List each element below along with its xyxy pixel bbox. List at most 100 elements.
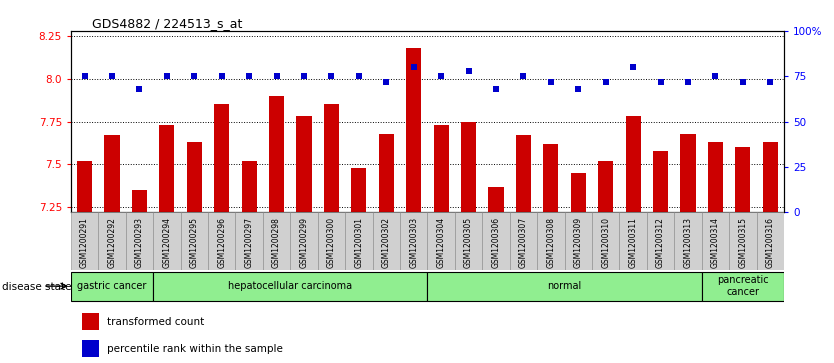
Bar	[126, 212, 153, 270]
Bar	[400, 212, 427, 270]
Point	[599, 79, 612, 85]
Bar	[674, 212, 701, 270]
Bar	[324, 105, 339, 212]
Point	[681, 79, 695, 85]
Text: GSM1200311: GSM1200311	[629, 217, 638, 268]
Text: GSM1200293: GSM1200293	[135, 217, 144, 268]
Text: GSM1200310: GSM1200310	[601, 217, 610, 268]
Bar	[570, 173, 585, 212]
Bar	[653, 151, 668, 212]
Text: GSM1200298: GSM1200298	[272, 217, 281, 268]
Text: GSM1200292: GSM1200292	[108, 217, 117, 268]
Point	[654, 79, 667, 85]
Bar	[565, 212, 592, 270]
Text: GSM1200297: GSM1200297	[244, 217, 254, 268]
Bar	[318, 212, 345, 270]
Bar	[489, 187, 504, 212]
Point	[78, 73, 91, 79]
Bar	[516, 135, 531, 212]
Text: disease state: disease state	[2, 282, 71, 292]
Point	[764, 79, 777, 85]
Bar	[98, 212, 126, 270]
Text: GDS4882 / 224513_s_at: GDS4882 / 224513_s_at	[93, 17, 243, 30]
Bar	[427, 212, 455, 270]
Text: GSM1200312: GSM1200312	[656, 217, 665, 268]
Bar	[592, 212, 620, 270]
Point	[435, 73, 448, 79]
Bar	[71, 272, 153, 301]
Bar	[708, 142, 723, 212]
Point	[626, 64, 640, 70]
Bar	[482, 212, 510, 270]
Bar	[434, 125, 449, 212]
Bar	[290, 212, 318, 270]
Point	[407, 64, 420, 70]
Text: GSM1200295: GSM1200295	[190, 217, 198, 268]
Text: GSM1200302: GSM1200302	[382, 217, 391, 268]
Text: GSM1200316: GSM1200316	[766, 217, 775, 268]
Text: GSM1200294: GSM1200294	[163, 217, 171, 268]
Text: normal: normal	[547, 281, 581, 291]
Text: GSM1200291: GSM1200291	[80, 217, 89, 268]
Text: GSM1200309: GSM1200309	[574, 217, 583, 268]
Bar	[214, 105, 229, 212]
Point	[188, 73, 201, 79]
Bar	[373, 212, 400, 270]
Bar	[681, 134, 696, 212]
Point	[544, 79, 557, 85]
Bar	[208, 212, 235, 270]
Bar	[379, 134, 394, 212]
Text: GSM1200313: GSM1200313	[684, 217, 692, 268]
Text: GSM1200305: GSM1200305	[464, 217, 473, 268]
Text: GSM1200299: GSM1200299	[299, 217, 309, 268]
Bar	[598, 161, 613, 212]
Point	[490, 86, 503, 92]
Bar	[187, 142, 202, 212]
Point	[517, 73, 530, 79]
Bar	[181, 212, 208, 270]
Bar	[620, 212, 647, 270]
Bar	[543, 144, 559, 212]
Bar	[159, 125, 174, 212]
Point	[160, 73, 173, 79]
Text: GSM1200314: GSM1200314	[711, 217, 720, 268]
Point	[736, 79, 750, 85]
Text: transformed count: transformed count	[107, 318, 203, 327]
Bar	[647, 212, 674, 270]
Point	[379, 79, 393, 85]
Bar	[427, 272, 701, 301]
Text: GSM1200296: GSM1200296	[217, 217, 226, 268]
Text: gastric cancer: gastric cancer	[78, 281, 147, 291]
Point	[133, 86, 146, 92]
Text: GSM1200300: GSM1200300	[327, 217, 336, 268]
Point	[462, 68, 475, 74]
Bar	[263, 212, 290, 270]
Bar	[345, 212, 373, 270]
Point	[105, 73, 118, 79]
Bar	[763, 142, 778, 212]
Text: GSM1200306: GSM1200306	[491, 217, 500, 268]
Text: hepatocellular carcinoma: hepatocellular carcinoma	[229, 281, 352, 291]
Point	[709, 73, 722, 79]
Point	[298, 73, 311, 79]
Text: GSM1200301: GSM1200301	[354, 217, 364, 268]
Point	[270, 73, 284, 79]
Bar	[153, 212, 181, 270]
Text: GSM1200307: GSM1200307	[519, 217, 528, 268]
Bar	[626, 117, 641, 212]
Point	[243, 73, 256, 79]
Bar	[701, 272, 784, 301]
Bar	[455, 212, 482, 270]
Text: GSM1200308: GSM1200308	[546, 217, 555, 268]
Text: GSM1200315: GSM1200315	[738, 217, 747, 268]
Point	[571, 86, 585, 92]
Text: GSM1200303: GSM1200303	[409, 217, 418, 268]
Bar	[82, 340, 99, 357]
Point	[324, 73, 338, 79]
Text: percentile rank within the sample: percentile rank within the sample	[107, 344, 283, 355]
Bar	[153, 272, 427, 301]
Bar	[242, 161, 257, 212]
Bar	[406, 48, 421, 212]
Text: pancreatic
cancer: pancreatic cancer	[717, 275, 769, 297]
Text: GSM1200304: GSM1200304	[437, 217, 445, 268]
